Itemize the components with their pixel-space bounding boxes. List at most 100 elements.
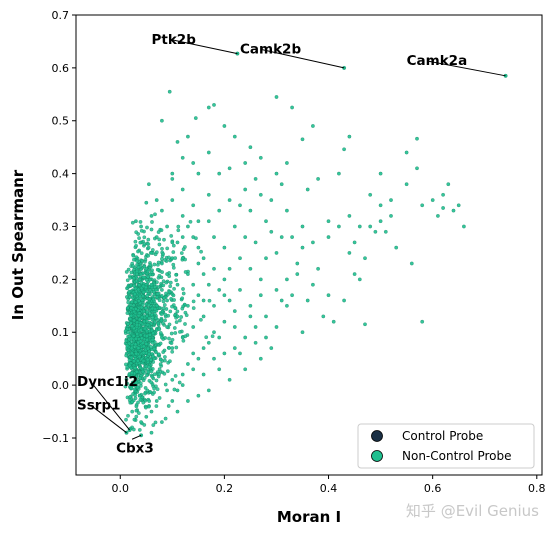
scatter-point — [149, 380, 154, 385]
scatter-point — [243, 367, 248, 372]
scatter-point — [152, 262, 157, 267]
scatter-point — [169, 341, 174, 345]
scatter-point — [162, 237, 166, 242]
scatter-point — [176, 224, 181, 229]
scatter-point — [171, 262, 176, 267]
scatter-point — [134, 230, 139, 235]
scatter-point — [186, 134, 190, 139]
scatter-point — [147, 316, 152, 321]
scatter-point — [253, 340, 258, 345]
scatter-point — [133, 393, 138, 398]
scatter-point — [160, 118, 164, 123]
scatter-point — [165, 325, 169, 329]
scatter-point — [217, 208, 222, 213]
scatter-point — [170, 349, 175, 354]
scatter-point — [170, 171, 175, 176]
scatter-point — [243, 235, 248, 239]
scatter-point — [144, 414, 149, 419]
watermark: 知乎 @Evil Genius — [405, 502, 539, 520]
y-axis: −0.1 0.0 0.1 0.2 0.3 0.4 0.5 0.6 0.7 — [42, 9, 76, 445]
scatter-point — [165, 369, 170, 374]
scatter-point — [383, 229, 388, 234]
scatter-point — [134, 255, 139, 260]
scatter-point — [146, 237, 151, 242]
scatter-point — [174, 278, 179, 283]
scatter-point — [146, 245, 151, 250]
scatter-point — [145, 357, 150, 362]
scatter-point — [136, 385, 140, 390]
scatter-point — [139, 224, 143, 229]
scatter-point — [227, 298, 232, 303]
scatter-point — [357, 277, 362, 282]
scatter-point — [124, 353, 129, 358]
scatter-point — [227, 166, 232, 171]
scatter-point — [146, 346, 150, 351]
scatter-point — [212, 103, 216, 107]
scatter-point — [207, 298, 212, 303]
scatter-point — [163, 382, 168, 387]
scatter-point — [161, 350, 166, 354]
scatter-point — [196, 245, 201, 250]
scatter-point — [139, 420, 143, 424]
scatter-point — [186, 224, 190, 229]
scatter-point — [305, 298, 310, 303]
scatter-point — [217, 288, 222, 292]
scatter-point — [137, 393, 142, 398]
scatter-point — [134, 219, 138, 224]
scatter-point — [181, 338, 186, 343]
scatter-point — [160, 208, 164, 213]
scatter-point — [138, 220, 143, 224]
scatter-point — [125, 306, 130, 310]
scatter-point — [206, 150, 211, 155]
scatter-point — [212, 303, 216, 308]
scatter-point — [212, 235, 216, 239]
scatter-point — [159, 312, 164, 316]
scatter-point — [167, 89, 172, 94]
scatter-point — [363, 322, 367, 327]
scatter-point — [337, 224, 341, 229]
scatter-point — [199, 317, 203, 322]
scatter-point — [159, 228, 164, 233]
scatter-point — [152, 386, 156, 391]
annotation-line — [173, 39, 238, 55]
scatter-point — [136, 249, 140, 254]
scatter-point — [135, 259, 139, 263]
scatter-point — [140, 298, 145, 303]
scatter-point — [145, 319, 149, 324]
scatter-point — [151, 297, 156, 302]
scatter-point — [172, 326, 177, 330]
scatter-point — [389, 198, 393, 202]
scatter-point — [191, 282, 196, 287]
scatter-point — [175, 282, 180, 287]
scatter-point — [134, 380, 139, 385]
scatter-point — [172, 387, 177, 392]
scatter-point — [222, 319, 227, 324]
scatter-point — [154, 198, 159, 202]
scatter-point — [167, 336, 171, 341]
scatter-point — [139, 305, 144, 310]
scatter-point — [181, 247, 186, 252]
scatter-point — [232, 325, 237, 329]
scatter-point — [420, 203, 425, 208]
scatter-point — [269, 346, 274, 350]
scatter-point — [258, 192, 263, 197]
scatter-point — [222, 124, 227, 128]
scatter-point — [311, 282, 315, 287]
scatter-point — [157, 372, 161, 377]
scatter-point — [279, 235, 284, 239]
scatter-point — [129, 270, 134, 275]
scatter-point — [140, 369, 145, 374]
scatter-point — [186, 272, 190, 276]
scatter-point — [147, 352, 151, 357]
scatter-point — [168, 284, 173, 289]
scatter-point — [161, 299, 166, 304]
scatter-point — [264, 256, 268, 261]
scatter-point — [162, 371, 167, 376]
scatter-point — [206, 192, 211, 197]
scatter-point — [129, 355, 134, 360]
scatter-point — [204, 335, 209, 340]
scatter-point — [409, 261, 414, 266]
scatter-point — [206, 105, 211, 110]
scatter-point — [135, 269, 139, 274]
scatter-point — [274, 325, 279, 329]
